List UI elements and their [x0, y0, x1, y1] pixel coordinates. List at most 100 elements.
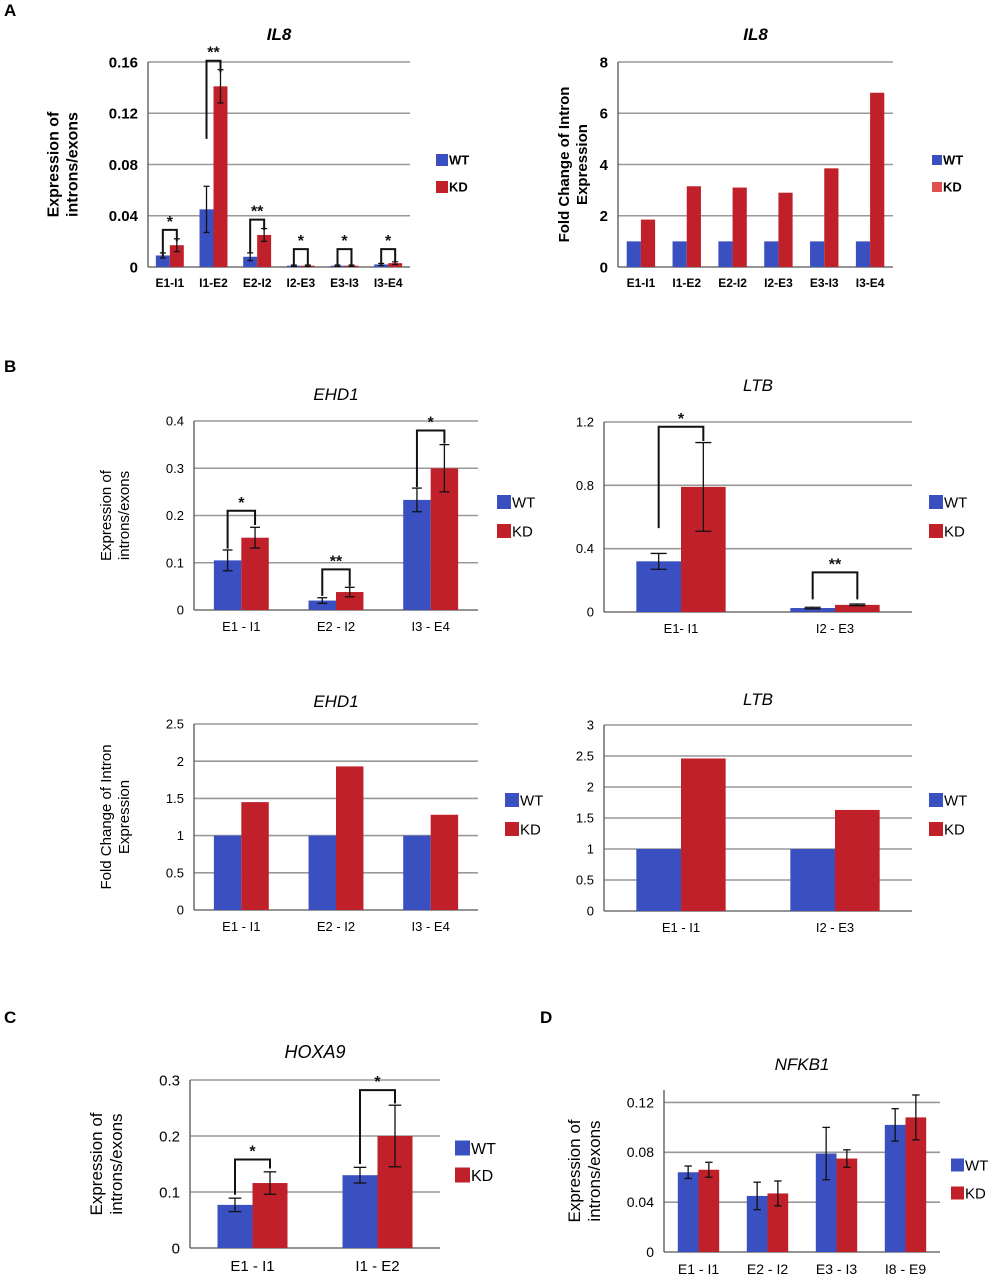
chart-b3: 0 0.5 1 1.5 2 2.5 EHD1 Fold Change of Intron Exp…: [98, 692, 543, 934]
kd-bar: [698, 1169, 720, 1252]
chart-title: EHD1: [313, 692, 358, 711]
legend-kd-label: KD: [965, 1185, 986, 1202]
wt-bar: [884, 1124, 906, 1252]
kd-bar: [732, 187, 747, 267]
y-axis-label: Expression of: [98, 469, 115, 561]
significance-label: *: [341, 233, 348, 250]
legend-wt-label: WT: [520, 792, 543, 809]
y-axis-label: introns/exons: [585, 1120, 604, 1221]
y-axis-label: introns/exons: [116, 471, 133, 560]
legend-kd-label: KD: [944, 523, 965, 540]
legend-wt-swatch: [436, 154, 448, 166]
legend-wt-swatch: [929, 793, 943, 807]
kd-bar: [835, 809, 880, 911]
x-tick-label: I3-E4: [374, 276, 403, 290]
wt-bar: [746, 1195, 768, 1252]
significance-bracket: [380, 248, 397, 265]
legend-kd-label: KD: [471, 1168, 493, 1185]
legend-wt-swatch: [932, 155, 942, 165]
x-tick-label: I2 - E3: [816, 920, 854, 935]
y-tick-label: 0.04: [627, 1194, 654, 1210]
y-axis-label: Expression: [116, 780, 133, 854]
wt-bar: [626, 241, 641, 267]
x-tick-label: E3 - I3: [816, 1261, 857, 1277]
legend-kd-label: KD: [520, 821, 541, 838]
legend-wt-label: WT: [512, 494, 535, 511]
y-axis-label: Expression of: [565, 1119, 584, 1222]
y-tick-label: 1.5: [166, 791, 184, 806]
x-tick-label: E2-I2: [243, 276, 272, 290]
chart-a1: 0 0.04 0.08 0.12 0.16 IL8 Expression of introns…: [45, 25, 469, 290]
x-tick-label: E2 - I2: [317, 619, 355, 634]
y-axis-label: Expression of: [45, 111, 62, 217]
significance-label: **: [251, 204, 264, 221]
significance-bracket: [292, 248, 309, 265]
y-tick-label: 4: [600, 157, 609, 174]
y-tick-label: 2: [600, 208, 608, 225]
y-tick-label: 0.4: [166, 414, 184, 429]
wt-bar: [764, 241, 779, 267]
chart-a2: 0 2 4 6 8 IL8 Fold Change of Intron Expression E…: [556, 25, 963, 290]
wt-bar: [308, 835, 336, 910]
wt-bar: [855, 241, 871, 267]
wt-bar: [815, 1153, 837, 1252]
y-tick-label: 0: [130, 259, 138, 276]
wt-bar: [790, 608, 835, 612]
kd-bar: [169, 245, 184, 267]
kd-bar: [686, 186, 701, 267]
panel-label-d: D: [540, 1008, 552, 1027]
y-axis-label: Expression of: [87, 1112, 106, 1215]
wt-bar: [342, 1175, 378, 1248]
legend-kd-swatch: [497, 524, 511, 538]
wt-bar: [155, 255, 170, 267]
significance-label: **: [330, 553, 343, 570]
significance-label: *: [678, 411, 685, 428]
significance-bracket: [249, 218, 266, 253]
y-tick-label: 0.04: [109, 208, 139, 225]
x-tick-label: I2-E3: [764, 276, 793, 290]
x-tick-label: E2 - I2: [747, 1261, 788, 1277]
legend-wt-swatch: [951, 1158, 964, 1172]
chart-title: EHD1: [313, 385, 358, 404]
legend-kd-swatch: [455, 1167, 470, 1183]
y-tick-label: 3: [587, 718, 594, 733]
kd-bar: [836, 1158, 858, 1252]
legend-wt-label: WT: [944, 494, 967, 511]
y-tick-label: 2.5: [166, 717, 184, 732]
x-tick-label: I1 - E2: [355, 1258, 399, 1275]
significance-bracket: [321, 568, 351, 596]
x-tick-label: E1 - I1: [230, 1258, 274, 1275]
legend-wt-label: WT: [944, 792, 967, 809]
chart-b4: 0 0.5 1 1.5 2 2.5 3 LTB E1 - I1 I2 - E3 WT KD: [576, 690, 967, 935]
x-tick-label: E2-I2: [718, 276, 747, 290]
legend-wt-label: WT: [943, 153, 963, 168]
x-tick-label: I1-E2: [672, 276, 701, 290]
kd-bar: [241, 802, 269, 910]
x-tick-label: E1 - I1: [662, 920, 700, 935]
y-tick-label: 8: [600, 54, 608, 71]
panel-label-b: B: [4, 357, 16, 376]
y-tick-label: 0.2: [166, 508, 184, 523]
chart-title: IL8: [267, 25, 292, 44]
chart-title: LTB: [743, 376, 773, 395]
significance-bracket: [811, 571, 859, 600]
kd-bar: [905, 1117, 927, 1252]
significance-bracket: [359, 1089, 396, 1164]
significance-label: **: [207, 45, 220, 62]
x-tick-label: E1 - I1: [222, 919, 260, 934]
kd-bar: [767, 1193, 789, 1252]
kd-bar: [213, 86, 228, 267]
wt-bar: [199, 209, 214, 267]
y-tick-label: 0.3: [159, 1072, 180, 1089]
y-tick-label: 0.12: [109, 106, 138, 123]
significance-bracket: [336, 248, 353, 265]
wt-bar: [718, 241, 733, 267]
significance-label: **: [829, 556, 842, 573]
y-tick-label: 0: [587, 605, 594, 620]
x-tick-label: E3-I3: [330, 276, 359, 290]
y-tick-label: 2.5: [576, 749, 594, 764]
wt-bar: [790, 849, 835, 911]
